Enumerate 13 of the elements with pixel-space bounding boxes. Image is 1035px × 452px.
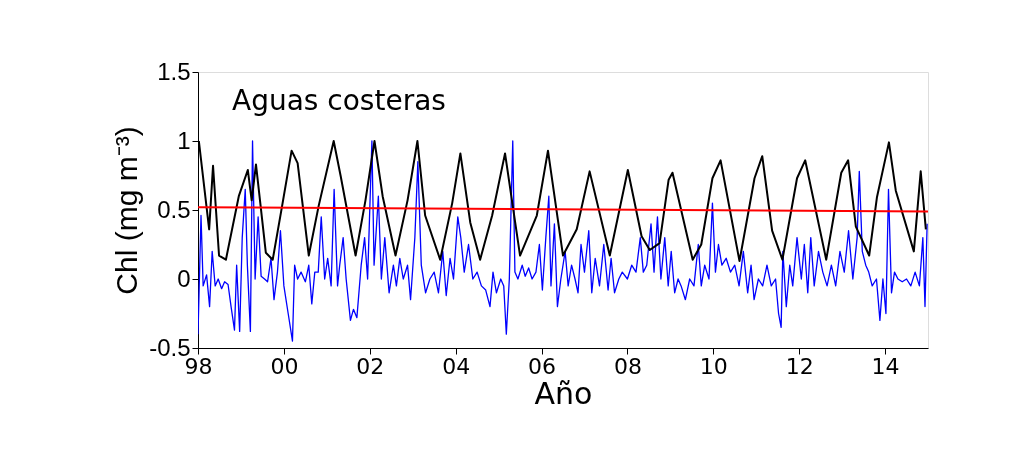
x-tick-label: 10 [699, 353, 728, 379]
y-axis-title: Chl (mg m⁻³) [110, 126, 144, 295]
y-tick-label: 1 [177, 126, 191, 154]
x-tick-label: 12 [785, 353, 814, 379]
x-tick-label: 14 [871, 353, 900, 379]
y-tick-label: 1.5 [157, 57, 191, 85]
annotation: Aguas costeras [232, 84, 446, 117]
x-tick-label: 04 [442, 353, 471, 379]
y-tick-label: 0 [177, 264, 191, 292]
x-tick-label: 08 [613, 353, 642, 379]
x-tick-label: 00 [270, 353, 299, 379]
x-tick-label: 02 [356, 353, 385, 379]
y-tick-label: 0.5 [157, 195, 191, 223]
